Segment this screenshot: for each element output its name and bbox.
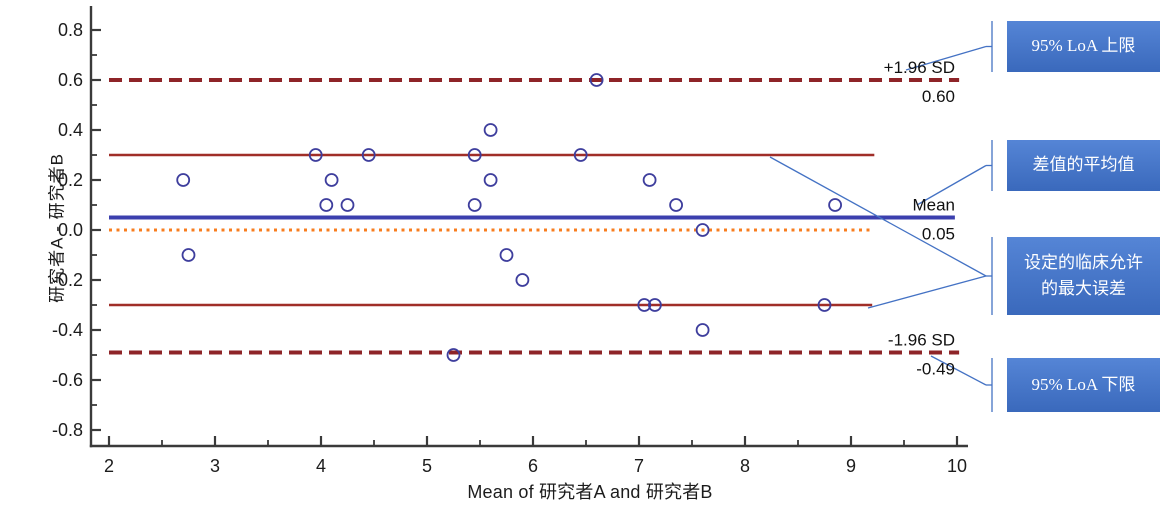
data-point (669, 198, 683, 212)
data-point (446, 348, 461, 362)
axes-group: 0.8 0.6 0.4 0.2 0.0 -0.2 -0.4 -0.6 -0.8 2 3 4 5 6 7 8 9 1… (52, 6, 968, 476)
data-point (695, 223, 710, 237)
y-tick-label: 0.6 (58, 70, 83, 90)
data-point (515, 273, 530, 287)
data-point (642, 173, 657, 187)
annotation-box: 95% LoA 上限 (1007, 21, 1160, 72)
loa_upper-label: +1.96 SD (884, 58, 955, 77)
x-tick-label: 7 (634, 456, 644, 476)
x-tick-label: 10 (947, 456, 967, 476)
data-point (817, 298, 832, 312)
data-point (308, 148, 323, 162)
y-tick-label: 0.8 (58, 20, 83, 40)
data-point (637, 298, 652, 312)
leader-line (905, 45, 987, 71)
x-tick-label: 4 (316, 456, 326, 476)
annotation-box: 95% LoA 下限 (1007, 358, 1160, 412)
annotation-text: 设定的临床允许 (1024, 252, 1143, 272)
data-point (483, 173, 498, 187)
y-tick-label: 0.4 (58, 120, 83, 140)
y-axis-title: 研究者A - 研究者B (47, 153, 67, 303)
data-point (467, 198, 482, 212)
annotation-text: 95% LoA 上限 (1031, 36, 1136, 56)
data-point (181, 248, 196, 262)
mean-label: Mean (912, 196, 955, 215)
leader-line (930, 355, 987, 386)
y-tick-label: -0.4 (52, 320, 83, 340)
annotation-text: 95% LoA 下限 (1031, 374, 1136, 394)
data-point (483, 123, 498, 137)
annotation-text: 差值的平均值 (1032, 155, 1135, 175)
data-point (467, 148, 482, 162)
y-tick-label: -0.6 (52, 370, 83, 390)
x-tick-label: 3 (210, 456, 220, 476)
annotation-text: 的最大误差 (1041, 279, 1126, 298)
leader-lines-group (769, 21, 993, 412)
scatter-points-group (176, 73, 842, 362)
data-point (589, 73, 604, 87)
x-axis-title: Mean of 研究者A and 研究者B (467, 482, 713, 502)
data-point (324, 173, 339, 187)
leader-line (916, 164, 987, 206)
data-point (499, 248, 514, 262)
y-tick-label: -0.8 (52, 420, 83, 440)
x-tick-label: 6 (528, 456, 538, 476)
data-point (176, 173, 191, 187)
data-point (361, 148, 376, 162)
y-tick-label: 0.2 (58, 170, 83, 190)
mean-value: 0.05 (922, 225, 955, 244)
line-labels-group: +1.96 SD 0.60 Mean 0.05 -1.96 SD -0.49 (884, 58, 955, 379)
y-tick-label: 0.0 (58, 220, 83, 240)
data-point (573, 148, 588, 162)
leader-line (769, 156, 987, 277)
x-tick-label: 9 (846, 456, 856, 476)
data-point (648, 298, 662, 312)
x-tick-label: 2 (104, 456, 114, 476)
data-point (319, 198, 334, 212)
loa_lower-value: -0.49 (916, 360, 955, 379)
y-tick-label: -0.2 (52, 270, 83, 290)
loa_lower-label: -1.96 SD (888, 331, 955, 350)
loa_upper-value: 0.60 (922, 87, 955, 106)
x-tick-label: 8 (740, 456, 750, 476)
data-point (340, 198, 355, 212)
data-point (828, 198, 842, 212)
annotation-box: 设定的临床允许 的最大误差 (1007, 237, 1160, 315)
x-tick-label: 5 (422, 456, 432, 476)
data-point (695, 323, 710, 337)
annotation-box: 差值的平均值 (1007, 140, 1160, 191)
reference-lines-group (109, 78, 960, 355)
leader-line (867, 275, 987, 309)
